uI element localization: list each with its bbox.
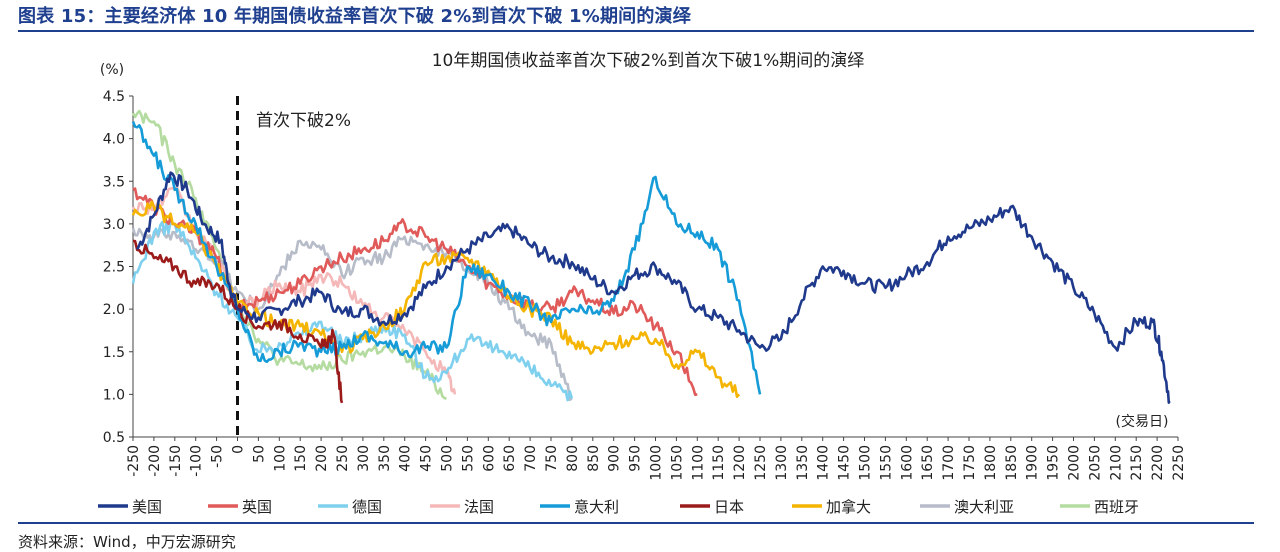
x-tick-label: 1750 [962, 445, 978, 481]
x-tick-label: 800 [565, 445, 581, 472]
footer-rule [18, 522, 1254, 524]
x-tick-label: 1200 [732, 445, 748, 481]
x-tick-label: 650 [502, 445, 518, 472]
y-tick-label: 3.5 [103, 174, 125, 190]
legend-label: 美国 [132, 498, 162, 516]
x-tick-label: 750 [544, 445, 560, 472]
legend-label: 意大利 [574, 498, 619, 516]
x-tick-label: 2100 [1108, 445, 1124, 481]
x-tick-label: 550 [460, 445, 476, 472]
axes: 0.51.01.52.02.53.03.54.04.5-250 -200 -150-… [103, 89, 1187, 481]
x-axis-unit: (交易日) [1116, 413, 1169, 430]
x-tick-label: 2200 [1150, 445, 1166, 481]
x-tick-label: 1400 [816, 445, 832, 481]
legend-label: 日本 [714, 498, 744, 516]
legend-label: 加拿大 [826, 498, 871, 516]
legend-label: 西班牙 [1094, 498, 1139, 516]
x-tick-label: 300 [356, 445, 372, 472]
legend-label: 德国 [352, 498, 382, 516]
x-tick-label: 2000 [1067, 445, 1083, 481]
y-tick-label: 0.5 [103, 430, 125, 446]
x-tick-label: 1850 [1004, 445, 1020, 481]
legend-label: 法国 [464, 498, 494, 516]
x-tick-label: 950 [628, 445, 644, 472]
legend-label: 英国 [242, 498, 272, 516]
y-tick-label: 4.0 [103, 132, 125, 148]
x-tick-label: -150 [168, 445, 184, 477]
x-tick-label: 2150 [1129, 445, 1145, 481]
legend: 美国 英国 德国 法国 意大利 日本 加拿大 澳大利亚 西班牙 [98, 498, 1139, 516]
x-tick-label: 900 [607, 445, 623, 472]
x-tick-label: 1100 [690, 445, 706, 481]
x-tick-label: 200 [314, 445, 330, 472]
x-tick-label: 400 [398, 445, 414, 472]
annotation-label: 首次下破2% [256, 111, 351, 131]
series-line-1 [136, 171, 1171, 405]
x-tick-label: 450 [419, 445, 435, 472]
x-tick-label: 250 [335, 445, 351, 472]
x-tick-label: 1050 [669, 445, 685, 481]
y-tick-label: 1.0 [103, 387, 125, 403]
x-tick-label: 2050 [1087, 445, 1103, 481]
x-tick-label: 1700 [941, 445, 957, 481]
x-tick-label: 150 [293, 445, 309, 472]
x-tick-label: 1300 [774, 445, 790, 481]
x-tick-label: 1950 [1046, 445, 1062, 481]
x-tick-label: 1350 [795, 445, 811, 481]
x-tick-label: 0 [231, 445, 247, 454]
x-tick-label: -250 [126, 445, 142, 477]
x-tick-label: 1150 [711, 445, 727, 481]
y-tick-label: 2.0 [103, 302, 125, 318]
chart: 10年期国债收益率首次下破2%到首次下破1%期间的演绎 (%) (交易日) 首次… [98, 51, 1187, 516]
x-tick-label: 1250 [753, 445, 769, 481]
x-tick-label: 1800 [983, 445, 999, 481]
x-tick-label: 1550 [878, 445, 894, 481]
y-tick-label: 3.0 [103, 217, 125, 233]
x-tick-label: 50 [251, 445, 267, 463]
x-tick-label: 1450 [837, 445, 853, 481]
y-tick-label: 4.5 [103, 89, 125, 105]
chart-title: 10年期国债收益率首次下破2%到首次下破1%期间的演绎 [432, 51, 865, 71]
x-tick-label: -100 [189, 445, 205, 477]
title-rule [18, 30, 1254, 32]
legend-label: 澳大利亚 [954, 498, 1014, 516]
source-note: 资料来源：Wind，中万宏源研究 [18, 533, 236, 551]
x-tick-label: 1600 [899, 445, 915, 481]
series-layer [131, 109, 1171, 405]
x-tick-label: 850 [586, 445, 602, 472]
x-tick-label: 700 [523, 445, 539, 472]
x-tick-label: -50 [210, 445, 226, 468]
y-tick-label: 2.5 [103, 260, 125, 276]
figure-title: 图表 15：主要经济体 10 年期国债收益率首次下破 2%到首次下破 1%期间的… [18, 6, 691, 27]
x-tick-label: -200 [147, 445, 163, 477]
x-tick-label: 500 [440, 445, 456, 472]
x-tick-label: 1500 [858, 445, 874, 481]
x-tick-label: 100 [272, 445, 288, 472]
x-tick-label: 350 [377, 445, 393, 472]
y-axis-unit: (%) [100, 62, 124, 78]
x-tick-label: 600 [481, 445, 497, 472]
x-tick-label: 1900 [1025, 445, 1041, 481]
series-line-6 [132, 239, 344, 404]
x-tick-label: 2250 [1171, 445, 1187, 481]
y-tick-label: 1.5 [103, 345, 125, 361]
x-tick-label: 1000 [649, 445, 665, 481]
x-tick-label: 1650 [920, 445, 936, 481]
